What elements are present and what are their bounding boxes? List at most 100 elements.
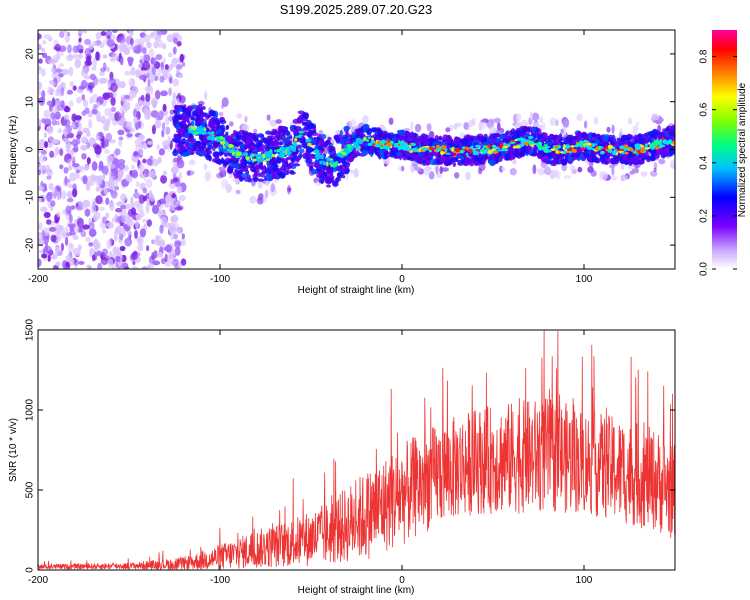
spectrogram-cell bbox=[655, 134, 660, 138]
spectrogram-cell bbox=[68, 184, 74, 189]
spectrogram-cell bbox=[43, 109, 51, 118]
spectrogram-peak-cell bbox=[498, 146, 503, 149]
spectrogram-cell bbox=[50, 234, 57, 243]
spectrogram-cell bbox=[664, 130, 669, 135]
spectrogram-cell bbox=[265, 141, 271, 148]
spectrogram-cell bbox=[172, 46, 177, 55]
spectrogram-peak-cell bbox=[550, 148, 556, 152]
spectrogram-cell bbox=[95, 195, 103, 205]
spectrogram-cell bbox=[362, 123, 370, 130]
spectrogram-cell bbox=[210, 110, 216, 117]
spectrogram-cell bbox=[312, 130, 316, 134]
spectrogram-cell bbox=[50, 112, 56, 120]
spectrogram-cell bbox=[143, 142, 148, 150]
spectrogram-cell bbox=[160, 90, 168, 97]
spectrogram-cell bbox=[320, 138, 325, 145]
spectrogram-cell bbox=[290, 165, 297, 169]
spectrogram-peak-cell bbox=[210, 136, 215, 142]
spectrogram-cell bbox=[119, 80, 126, 89]
spectrogram-cell bbox=[371, 148, 375, 155]
spectrogram-cell bbox=[47, 86, 53, 96]
spectrogram-cell bbox=[141, 266, 148, 269]
spectrogram-cell bbox=[262, 195, 267, 203]
spectrogram-cell bbox=[657, 132, 664, 136]
spectrogram-ytick-label: -20 bbox=[25, 237, 36, 252]
spectrogram-cell bbox=[86, 55, 92, 66]
spectrogram-cell bbox=[588, 133, 592, 141]
spectrogram-cell bbox=[156, 199, 162, 207]
spectrogram-peak-cell bbox=[528, 140, 535, 145]
spectrogram-cell bbox=[179, 53, 184, 63]
spectrogram-peak-cell bbox=[653, 139, 660, 144]
spectrogram-peak-cell bbox=[591, 143, 596, 148]
spectrogram-cell bbox=[100, 31, 107, 36]
spectrogram-peak-cell bbox=[624, 151, 629, 155]
spectrogram-cell bbox=[174, 115, 181, 120]
spectrogram-cell bbox=[522, 126, 530, 133]
spectrogram-cell bbox=[454, 172, 460, 179]
spectrogram-peak-cell bbox=[465, 152, 469, 156]
spectrogram-cell bbox=[76, 217, 84, 228]
spectrogram-peak-cell bbox=[472, 150, 478, 156]
spectrogram-cell bbox=[441, 167, 449, 172]
spectrogram-peak-cell bbox=[217, 136, 221, 140]
spectrogram-cell bbox=[560, 141, 565, 146]
spectrogram-cell bbox=[257, 147, 264, 152]
spectrogram-cell bbox=[220, 124, 226, 131]
spectrogram-cell bbox=[404, 151, 410, 155]
spectrogram-cell bbox=[323, 141, 328, 148]
spectrogram-cell bbox=[157, 39, 163, 49]
spectrogram-cell bbox=[200, 114, 204, 122]
spectrogram-cell bbox=[435, 165, 439, 175]
spectrogram-cell bbox=[105, 132, 112, 142]
spectrogram-cell bbox=[145, 178, 153, 188]
spectrogram-cell bbox=[426, 123, 432, 132]
spectrogram-cell bbox=[218, 166, 226, 171]
spectrogram-cell bbox=[67, 165, 73, 171]
spectrogram-cell bbox=[306, 125, 312, 130]
spectrogram-cell bbox=[658, 158, 666, 165]
spectrogram-cell bbox=[200, 134, 205, 140]
spectrogram-cell bbox=[124, 70, 132, 76]
spectrogram-cell bbox=[629, 170, 635, 175]
spectrogram-peak-cell bbox=[502, 145, 509, 149]
spectrogram-peak-cell bbox=[568, 147, 573, 152]
spectrogram-cell bbox=[59, 148, 64, 157]
spectrogram-cell bbox=[60, 190, 67, 200]
spectrogram-cell bbox=[59, 63, 64, 68]
spectrogram-cell bbox=[286, 163, 290, 167]
spectrogram-cell bbox=[272, 167, 279, 173]
spectrogram-cell bbox=[509, 168, 517, 176]
spectrogram-cell bbox=[611, 175, 618, 181]
spectrogram-peak-cell bbox=[537, 141, 543, 146]
spectrogram-cell bbox=[219, 169, 227, 178]
spectrogram-cell bbox=[445, 134, 452, 142]
spectrogram-cell bbox=[174, 138, 180, 144]
spectrogram-cell bbox=[102, 173, 106, 180]
spectrogram-cell bbox=[55, 68, 63, 73]
snr-ylabel: SNR (10 * v/v) bbox=[8, 418, 19, 482]
spectrogram-cell bbox=[651, 128, 659, 136]
spectrogram-cell bbox=[51, 81, 55, 87]
spectrogram-cell bbox=[650, 134, 656, 139]
spectrogram-cell bbox=[181, 61, 186, 67]
spectrogram-peak-cell bbox=[206, 135, 212, 141]
spectrogram-cell bbox=[204, 122, 208, 129]
spectrogram-cell bbox=[245, 169, 250, 176]
spectrogram-cell bbox=[142, 158, 147, 164]
spectrogram-cell bbox=[627, 164, 635, 170]
spectrogram-cell bbox=[73, 143, 79, 153]
spectrogram-cell bbox=[201, 150, 205, 157]
spectrogram-cell bbox=[105, 30, 113, 38]
spectrogram-cell bbox=[643, 132, 649, 137]
spectrogram-cell bbox=[114, 111, 122, 122]
spectrogram-peak-cell bbox=[521, 138, 526, 142]
spectrogram-cell bbox=[493, 117, 501, 124]
spectrogram-cell bbox=[278, 142, 283, 146]
spectrogram-cell bbox=[223, 161, 229, 166]
spectrogram-cell bbox=[167, 52, 173, 58]
spectrogram-cell bbox=[275, 158, 281, 164]
spectrogram-cell bbox=[453, 123, 458, 130]
spectrogram-cell bbox=[576, 131, 583, 138]
